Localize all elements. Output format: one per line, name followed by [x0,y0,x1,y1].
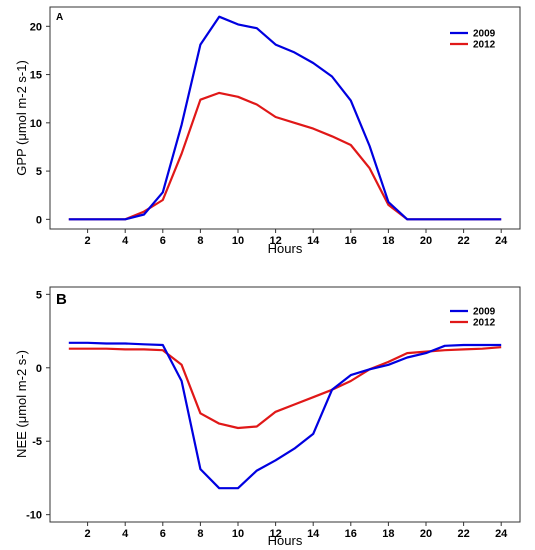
panel-b-y-label: NEE (μmol m-2 s-) [14,350,29,458]
y-tick-label: 5 [36,166,42,178]
x-tick-label: 16 [345,235,357,247]
x-tick-label: 24 [495,235,508,247]
panel-a-frame [49,6,521,230]
panel-a-letter: A [56,12,63,23]
x-tick-label: 18 [382,528,394,540]
panel-b-letter: B [56,291,67,308]
legend-label-2012: 2012 [473,40,496,51]
x-tick-label: 18 [382,235,394,247]
x-tick-label: 8 [197,235,203,247]
x-tick-label: 20 [420,235,432,247]
x-tick-label: 8 [197,528,203,540]
x-tick-label: 10 [232,528,244,540]
series-line-2012 [68,346,502,430]
panel-b-y-axis: -10 -5 0 5 [26,289,50,522]
legend-label-2009: 2009 [473,29,496,40]
legend-label-2009: 2009 [473,307,496,318]
series-line-2012 [68,91,502,221]
y-tick-label: 15 [30,70,42,82]
x-tick-label: 24 [495,528,508,540]
y-tick-label: -5 [32,436,42,448]
y-tick-label: 10 [30,118,42,130]
panel-a-series [68,15,502,221]
x-tick-label: 2 [85,528,91,540]
x-tick-label: 16 [345,528,357,540]
x-tick-label: 22 [457,235,469,247]
panel-a-y-axis: 0 5 10 15 20 [30,21,50,226]
x-tick-label: 6 [160,235,166,247]
series-line-2009 [68,341,502,490]
legend-label-2012: 2012 [473,318,496,329]
x-tick-label: 2 [85,235,91,247]
y-tick-label: 0 [36,363,42,375]
x-tick-label: 4 [122,235,129,247]
x-tick-label: 6 [160,528,166,540]
series-line-2009 [68,15,502,221]
panel-b-series [68,341,502,490]
x-tick-label: 12 [269,235,281,247]
x-tick-label: 22 [457,528,469,540]
x-tick-label: 4 [122,528,129,540]
panel-a-x-label: Hours [268,241,303,256]
x-tick-label: 20 [420,528,432,540]
panel-b: B -10-505 2 4 6 8 10 12 14 16 18 20 22 24 20092012 … [14,286,521,548]
panel-b-x-axis: 2 4 6 8 10 12 14 16 18 20 22 24 [85,522,508,540]
x-tick-label: 14 [307,235,320,247]
x-tick-label: 10 [232,235,244,247]
panel-a-x-axis: 2 4 6 8 10 12 14 16 18 20 22 24 [85,229,508,247]
x-tick-label: 12 [269,528,281,540]
y-tick-label: -10 [26,510,42,522]
y-tick-label: 20 [30,21,42,33]
y-tick-label: 0 [36,214,42,226]
x-tick-label: 14 [307,528,320,540]
panel-b-x-label: Hours [268,533,303,548]
y-tick-label: 5 [36,289,42,301]
panel-a-y-label: GPP (μmol m-2 s-1) [14,60,29,176]
panel-b-frame [49,286,521,523]
